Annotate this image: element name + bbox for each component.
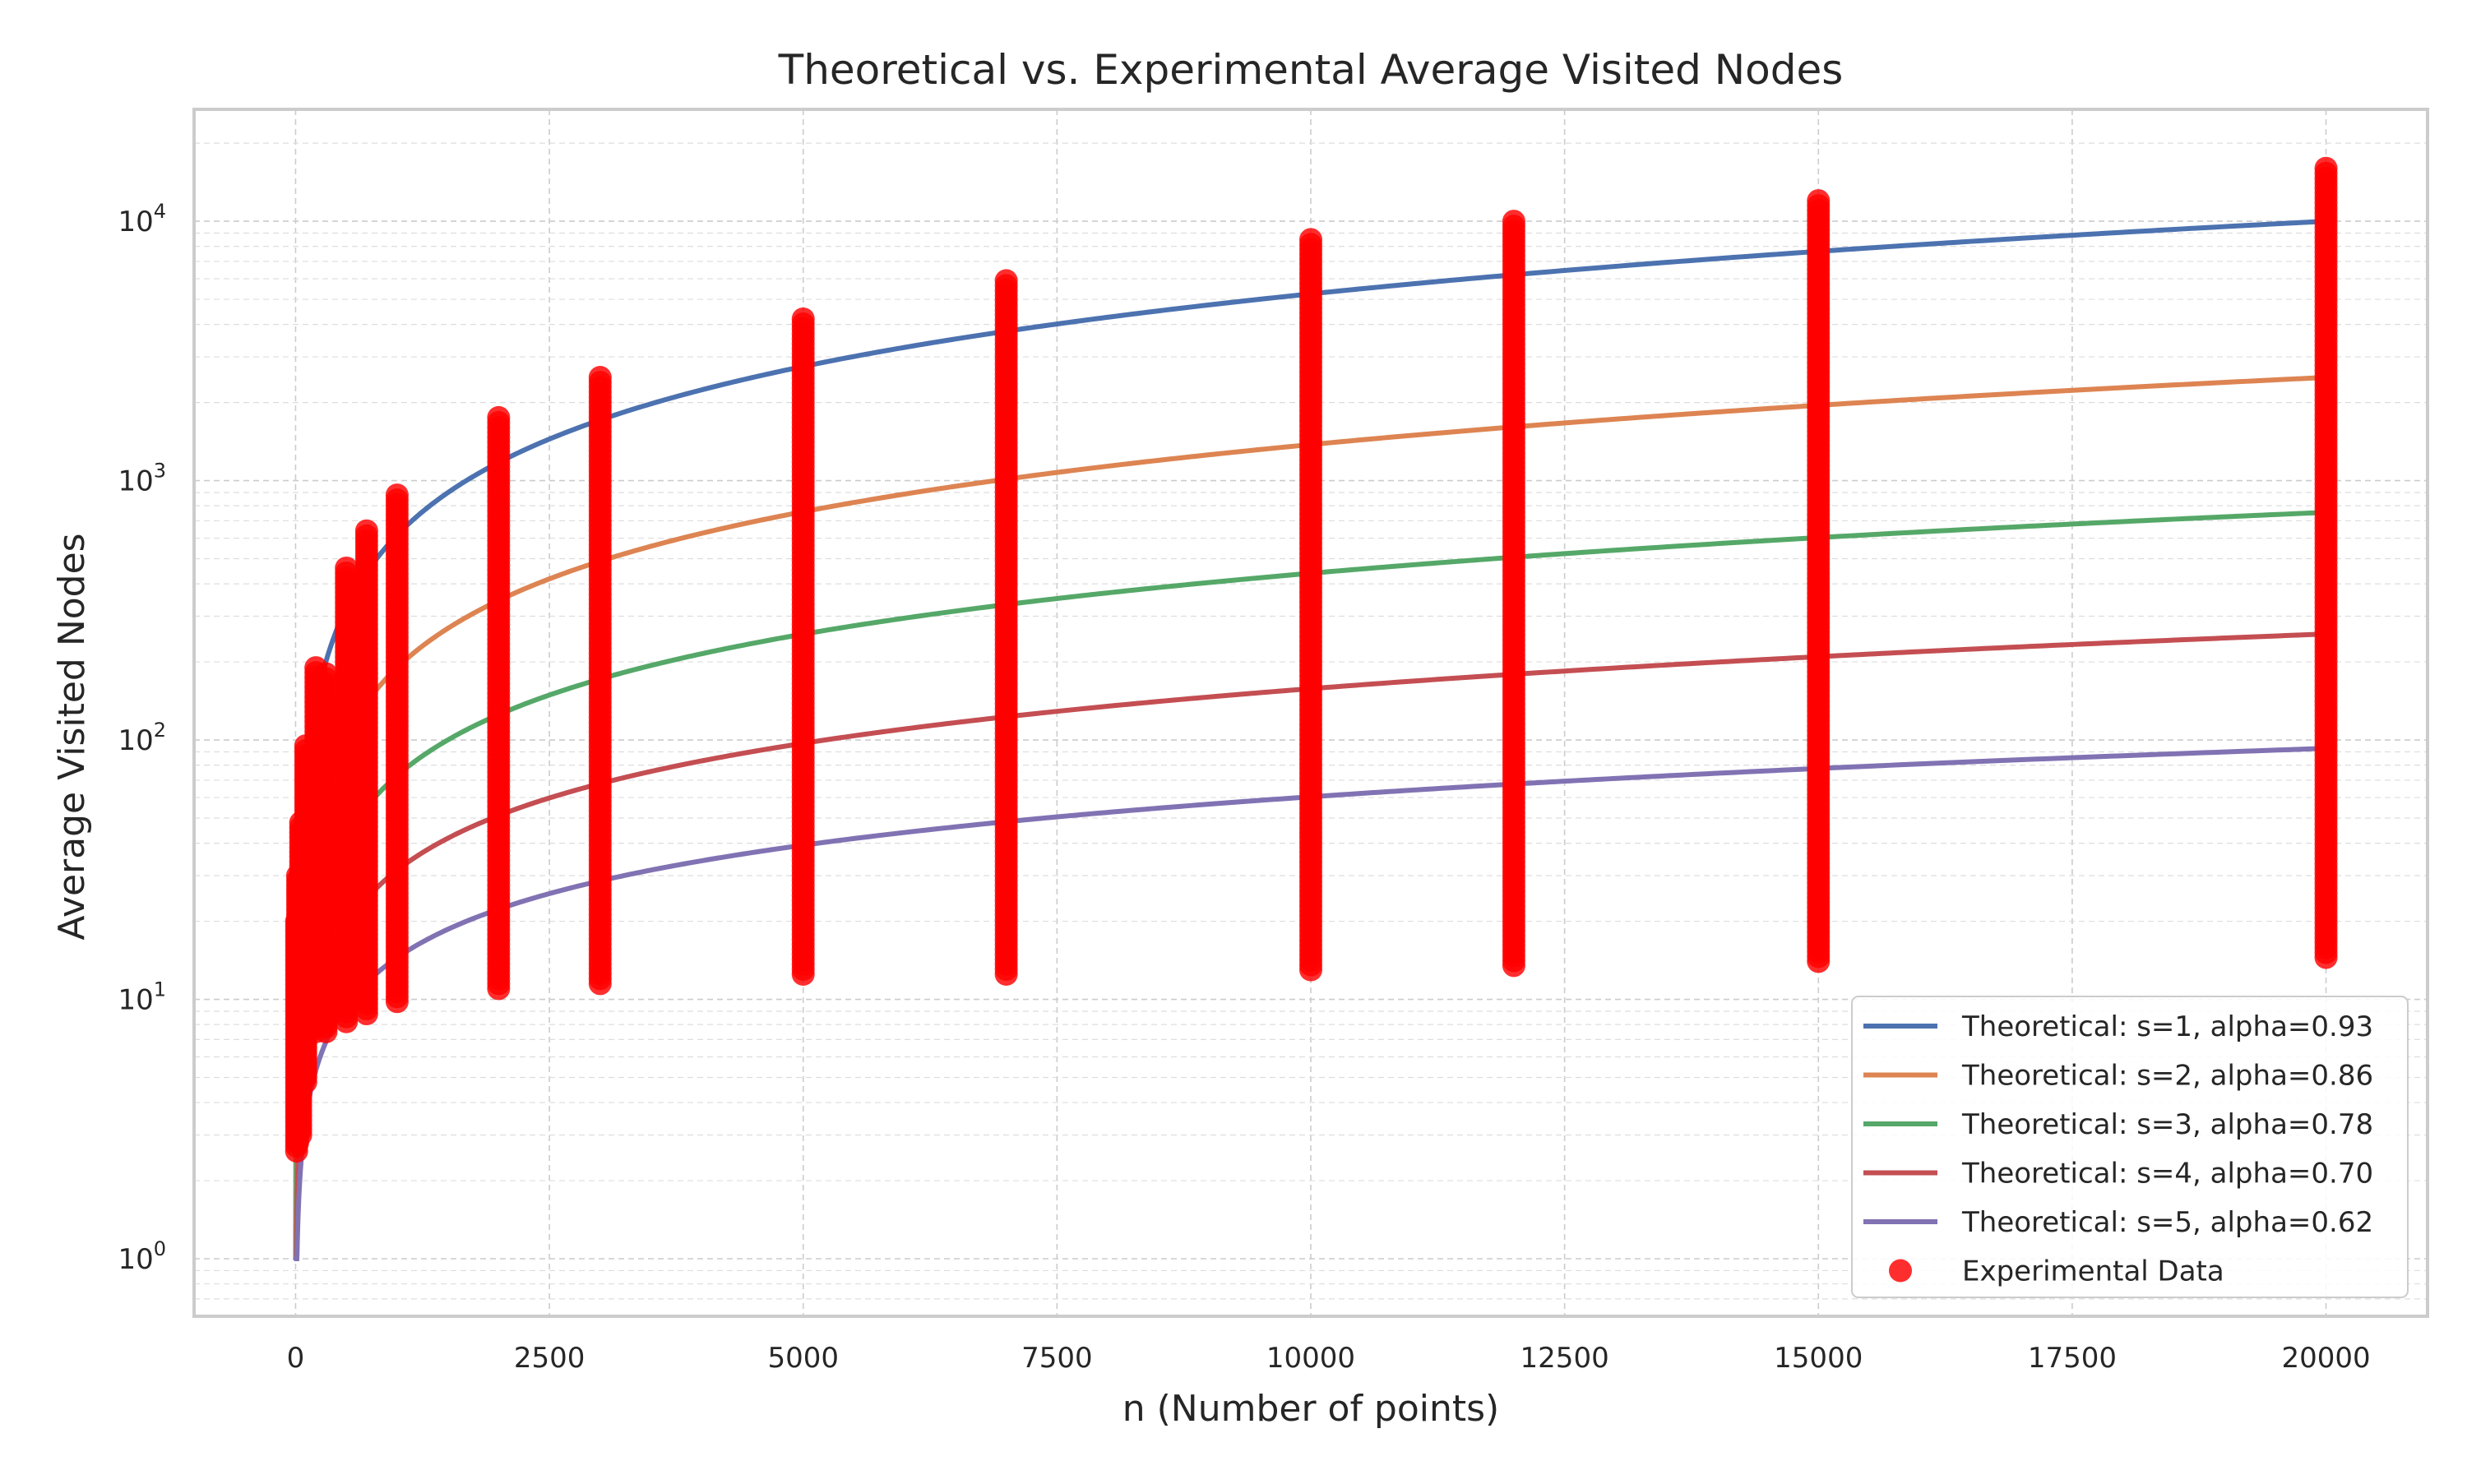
data-point <box>588 366 612 390</box>
legend-label: Theoretical: s=2, alpha=0.86 <box>1961 1060 2373 1093</box>
x-axis-label: n (Number of points) <box>1122 1388 1499 1430</box>
x-tick-label: 20000 <box>2281 1342 2370 1375</box>
experimental-points <box>285 156 2338 1163</box>
data-point <box>791 307 815 331</box>
data-point <box>487 405 511 429</box>
y-tick-label: 102 <box>118 719 166 757</box>
data-point <box>994 269 1018 293</box>
legend-label: Theoretical: s=3, alpha=0.78 <box>1961 1108 2373 1141</box>
x-tick-label: 12500 <box>1520 1342 1609 1375</box>
y-tick-label: 104 <box>118 200 166 238</box>
legend-label: Theoretical: s=5, alpha=0.62 <box>1961 1206 2373 1239</box>
legend-label: Theoretical: s=1, alpha=0.93 <box>1961 1010 2373 1043</box>
data-point <box>1502 210 1525 233</box>
x-tick-label: 7500 <box>1021 1342 1093 1375</box>
x-tick-label: 10000 <box>1266 1342 1355 1375</box>
x-tick-label: 5000 <box>767 1342 839 1375</box>
legend: Theoretical: s=1, alpha=0.93 Theoretical:… <box>1851 996 2409 1298</box>
x-tick-label: 15000 <box>1774 1342 1863 1375</box>
data-point <box>2314 156 2338 180</box>
y-tick-label: 101 <box>118 978 166 1017</box>
y-tick-label: 100 <box>118 1237 166 1276</box>
plot-frame <box>192 108 2429 1318</box>
x-tick-label: 17500 <box>2028 1342 2117 1375</box>
legend-box <box>1851 996 2409 1298</box>
data-point <box>354 519 378 543</box>
data-point <box>1807 189 1831 213</box>
legend-marker-swatch <box>1889 1259 1912 1283</box>
data-point <box>314 662 338 686</box>
y-tick-label: 103 <box>118 460 166 498</box>
axes: 0 2500 5000 7500 10000 12500 15000 17500 20000 10… <box>118 108 2429 1375</box>
data-point <box>335 556 359 580</box>
chart-title: Theoretical vs. Experimental Average Vis… <box>778 46 1844 94</box>
y-axis-label: Average Visited Nodes <box>51 533 93 940</box>
legend-label: Experimental Data <box>1962 1255 2224 1288</box>
data-point <box>1299 228 1322 252</box>
data-point <box>385 483 409 507</box>
legend-label: Theoretical: s=4, alpha=0.70 <box>1961 1158 2373 1190</box>
x-tick-label: 0 <box>287 1342 305 1375</box>
x-tick-label: 2500 <box>514 1342 586 1375</box>
